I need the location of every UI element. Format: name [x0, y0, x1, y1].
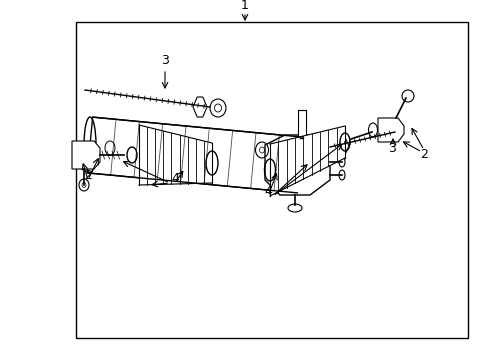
Bar [298, 110, 306, 138]
Text: 3: 3 [161, 54, 169, 67]
Text: 1: 1 [241, 0, 249, 12]
Polygon shape [87, 117, 303, 193]
Bar [76, 22, 468, 338]
Polygon shape [378, 118, 404, 142]
Polygon shape [265, 135, 330, 195]
Polygon shape [335, 137, 349, 155]
Text: 4: 4 [171, 172, 179, 185]
Polygon shape [193, 97, 207, 117]
Polygon shape [139, 125, 212, 185]
Text: 3: 3 [388, 141, 396, 154]
Text: 2: 2 [420, 148, 428, 162]
Polygon shape [270, 126, 345, 196]
Polygon shape [72, 141, 100, 169]
Text: 2: 2 [84, 169, 92, 182]
Text: 4: 4 [264, 185, 272, 198]
